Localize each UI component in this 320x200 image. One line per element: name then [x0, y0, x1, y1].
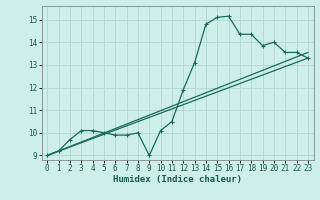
X-axis label: Humidex (Indice chaleur): Humidex (Indice chaleur): [113, 175, 242, 184]
